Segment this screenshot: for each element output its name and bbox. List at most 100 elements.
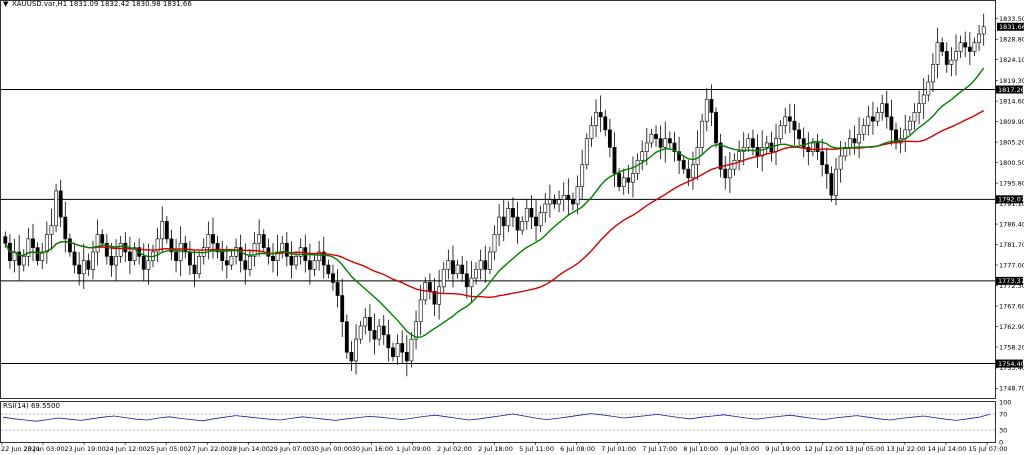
candle-body xyxy=(363,317,368,327)
candle-body xyxy=(677,151,682,161)
rsi-level-label: 30 xyxy=(999,426,1007,434)
candle-body xyxy=(326,264,331,275)
candle-body xyxy=(861,125,866,135)
candle-body xyxy=(487,251,492,270)
candle-body xyxy=(478,260,483,270)
candle-body xyxy=(972,42,977,52)
candle-body xyxy=(77,264,82,275)
candle-body xyxy=(211,234,215,244)
x-tick-label: 6 Jul 08:00 xyxy=(560,445,595,453)
candle-body xyxy=(238,247,243,261)
candle-body xyxy=(127,251,132,261)
candle-body xyxy=(834,168,838,196)
x-tick-label: 12 Jul 12:00 xyxy=(804,445,843,453)
candle-body xyxy=(926,81,931,96)
x-tick-label: 30 Jun 16:00 xyxy=(352,445,393,453)
candle-body xyxy=(141,256,146,270)
candle-body xyxy=(917,103,921,113)
candle-body xyxy=(538,212,543,227)
x-tick-label: 23 Jun 19:00 xyxy=(64,445,105,453)
level-label-box xyxy=(996,359,1023,368)
candle-body xyxy=(284,242,289,257)
candle-body xyxy=(451,260,455,275)
candle-body xyxy=(958,42,963,52)
menu-triangle-icon[interactable]: ▼ xyxy=(3,0,9,8)
candle-body xyxy=(977,33,981,43)
x-tick-label: 7 Jul 01:00 xyxy=(601,445,636,453)
candle-body xyxy=(391,347,395,357)
horizontal-levels[interactable]: 1817.26 1792.07 1773.37 1754.40 xyxy=(1,85,1024,368)
x-tick-label: 13 Jul 05:00 xyxy=(845,445,884,453)
level-label-box xyxy=(996,195,1023,204)
candle-body xyxy=(751,138,755,148)
level-label: 1773.37 xyxy=(998,277,1024,285)
candle-body xyxy=(252,242,257,257)
candle-body xyxy=(26,238,31,257)
candle-body xyxy=(575,186,580,205)
candle-body xyxy=(95,234,100,253)
candle-body xyxy=(852,138,857,144)
level-label: 1817.26 xyxy=(998,86,1024,94)
candle-body xyxy=(880,103,885,113)
y-tick-label: 1791.10 xyxy=(999,200,1024,208)
y-tick-label: 1767.60 xyxy=(999,302,1024,310)
candle-body xyxy=(91,251,95,270)
candle-body xyxy=(921,94,926,105)
candle-body xyxy=(663,138,668,148)
candle-body xyxy=(561,194,566,200)
candle-body xyxy=(566,194,571,200)
y-tick-label: 1777.00 xyxy=(999,261,1024,269)
candle-body xyxy=(511,208,515,218)
candle-body xyxy=(271,256,275,261)
y-tick-label: 1833.50 xyxy=(999,15,1024,23)
candle-body xyxy=(857,133,862,144)
candle-body xyxy=(234,247,238,257)
candle-body xyxy=(312,260,317,270)
candle-body xyxy=(354,338,358,362)
candle-body xyxy=(797,129,802,139)
candle-body xyxy=(307,260,312,270)
candle-body xyxy=(178,242,183,261)
level-label-box xyxy=(996,276,1023,285)
candle-body xyxy=(681,160,686,170)
candle-body xyxy=(727,168,732,179)
candle-body xyxy=(594,112,598,126)
candle-body xyxy=(63,216,68,240)
candle-body xyxy=(289,256,294,266)
candle-body xyxy=(497,216,502,235)
x-tick-label: 23 Jun 03:00 xyxy=(23,445,64,453)
y-tick-label: 1828.80 xyxy=(999,36,1024,44)
candle-body xyxy=(691,164,695,179)
x-tick-label: 8 Jul 10:00 xyxy=(683,445,718,453)
candle-body xyxy=(884,103,889,118)
candle-body xyxy=(626,177,631,183)
candle-body xyxy=(372,330,377,340)
candle-body xyxy=(321,251,326,266)
y-tick-label: 1781.70 xyxy=(999,241,1024,249)
rsi-level-label: 100 xyxy=(999,398,1011,406)
candle-body xyxy=(492,234,497,253)
candle-body xyxy=(967,46,972,52)
candle-body xyxy=(760,147,765,157)
price-axis: 1833.50 1828.80 1824.10 1819.30 1814.60 1809.… xyxy=(995,15,1024,393)
rsi-panel-frame xyxy=(0,401,996,443)
rsi-indicator: 100 70 30 0 xyxy=(1,398,1011,446)
candle-body xyxy=(931,64,935,83)
candle-body xyxy=(72,251,77,266)
candle-body xyxy=(68,238,72,253)
x-tick-label: 22 Jun 2021 xyxy=(1,445,40,453)
candle-body xyxy=(54,190,58,227)
candle-body xyxy=(866,116,871,126)
x-tick-label: 14 Jul 14:00 xyxy=(927,445,966,453)
candle-body xyxy=(949,59,954,65)
candle-body xyxy=(607,129,612,148)
candle-body xyxy=(280,242,285,253)
candle-body xyxy=(709,99,714,113)
candle-body xyxy=(109,256,114,266)
y-tick-label: 1824.10 xyxy=(999,56,1024,64)
candle-body xyxy=(40,251,45,261)
candle-body xyxy=(501,216,506,227)
